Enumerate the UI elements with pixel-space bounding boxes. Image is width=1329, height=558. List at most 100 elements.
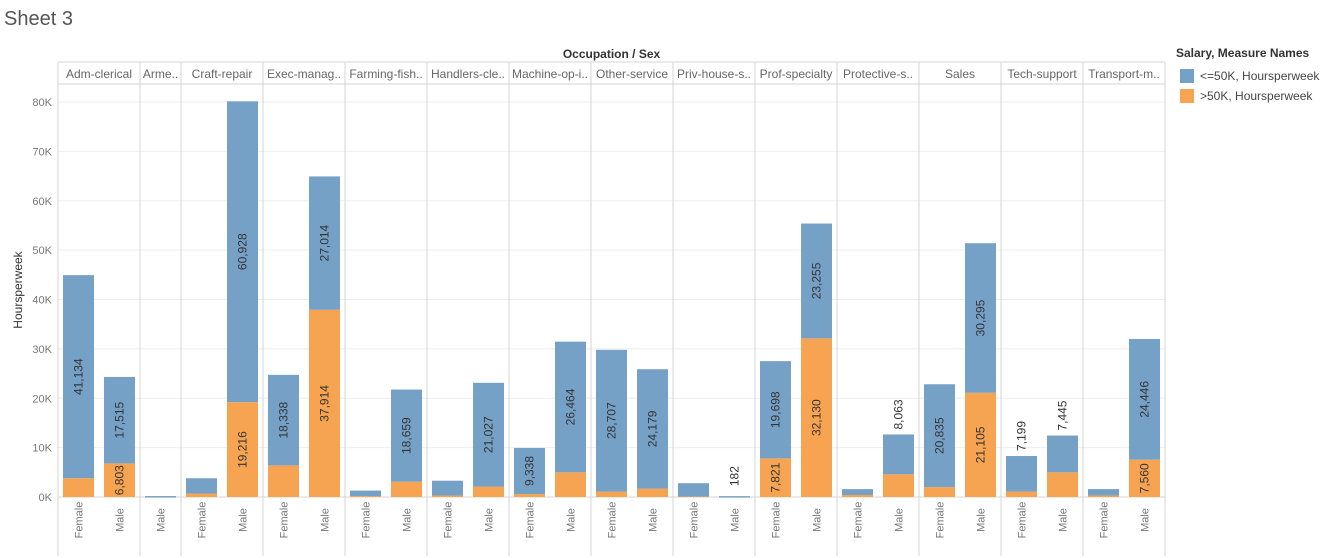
data-label-le50k: 60,928 [236,233,250,270]
bar-segment-gt50k [227,402,258,497]
data-label-le50k: 182 [728,466,742,486]
bar-segment-le50k [883,434,914,475]
sex-label: Male [976,508,988,532]
bar-segment-le50k [186,478,217,494]
sex-label: Female [935,502,947,539]
bar-segment-le50k [1129,338,1160,460]
sex-label: Male [812,508,824,532]
bar-segment-gt50k [883,474,914,497]
legend-item-le50k[interactable]: <=50K, Hoursperweek [1176,66,1326,86]
bar-segment-gt50k [350,496,381,497]
bar-segment-gt50k [432,495,463,497]
legend-item-gt50k[interactable]: >50K, Hoursperweek [1176,86,1326,106]
data-label-le50k: 21,027 [482,416,496,453]
sex-label: Female [74,502,86,539]
y-tick-label: 80K [32,97,52,109]
bar-segment-gt50k [1088,495,1119,497]
bar-segment-le50k [350,490,381,497]
bar-segment-le50k [1047,435,1078,473]
bar-segment-le50k [842,489,873,496]
legend-label-le50k: <=50K, Hoursperweek [1200,69,1320,83]
chart-title: Occupation / Sex [563,47,661,61]
bar-segment-gt50k [801,338,832,497]
sex-label: Male [156,508,168,532]
legend: Salary, Measure Names <=50K, Hoursperwee… [1176,46,1326,106]
bar-segment-gt50k [309,309,340,497]
bar-segment-gt50k [596,491,627,497]
y-tick-label: 60K [32,196,52,208]
legend-swatch-gt50k [1180,89,1194,103]
occupation-label: Protective-s.. [843,67,913,81]
y-tick-label: 0K [39,492,53,504]
occupation-label: Exec-manag.. [267,67,341,81]
legend-title: Salary, Measure Names [1176,46,1310,60]
bar-segment-le50k [965,243,996,393]
data-label-le50k: 20,835 [933,417,947,454]
y-tick-label: 70K [32,146,52,158]
bar-segment-le50k [268,374,299,466]
occupation-label: Adm-clerical [66,67,132,81]
sex-label: Male [115,508,127,532]
sex-label: Female [443,502,455,539]
sex-label: Male [894,508,906,532]
sex-label: Male [320,508,332,532]
data-label-le50k: 27,014 [318,224,332,261]
data-label-le50k: 26,464 [564,388,578,425]
bar-segment-gt50k [63,478,94,497]
sex-label: Female [197,502,209,539]
bar-segment-gt50k [1047,472,1078,497]
bar-segment-gt50k [1006,491,1037,497]
sex-label: Male [730,508,742,532]
data-label-le50k: 18,659 [400,417,414,454]
bar-segment-le50k [1006,456,1037,492]
occupation-label: Machine-op-i.. [512,67,588,81]
sheet-title: Sheet 3 [4,8,73,30]
occupation-label: Arme.. [143,67,178,81]
bar-segment-gt50k [842,495,873,497]
data-label-le50k: 17,515 [113,401,127,438]
bar-segment-le50k [924,384,955,488]
sex-label: Female [1017,502,1029,539]
bar-segment-gt50k [1129,459,1160,497]
data-label-le50k: 30,295 [974,299,988,336]
bar-segment-gt50k [637,488,668,497]
bar-segment-le50k [555,341,586,473]
bar-segment-le50k [432,480,463,496]
sex-label: Female [361,502,373,539]
occupation-label: Craft-repair [192,67,253,81]
data-label-gt50k: 19,216 [236,431,250,468]
y-tick-label: 40K [32,295,52,307]
y-tick-label: 10K [32,443,52,455]
sex-label: Male [648,508,660,532]
sex-label: Female [853,502,865,539]
bar-segment-le50k [637,369,668,489]
bar-segment-gt50k [760,458,791,497]
bar-segment-gt50k [186,493,217,497]
y-tick-label: 20K [32,393,52,405]
data-label-le50k: 7,445 [1056,400,1070,430]
data-label-le50k: 28,707 [605,402,619,439]
data-label-le50k: 18,338 [277,401,291,438]
data-label-le50k: 41,134 [72,358,86,395]
sex-label: Female [279,502,291,539]
occupation-label: Farming-fish.. [349,67,422,81]
data-label-le50k: 19,698 [769,391,783,428]
occupation-label: Sales [945,67,975,81]
bar-segment-le50k [1088,489,1119,496]
legend-label-gt50k: >50K, Hoursperweek [1200,89,1313,103]
sex-label: Male [238,508,250,532]
data-label-le50k: 23,255 [810,262,824,299]
bar-segment-gt50k [555,472,586,497]
bar-segment-gt50k [473,486,504,497]
bar-segment-le50k [104,376,135,464]
bar-segment-le50k [145,496,176,498]
bar-segment-le50k [473,382,504,487]
bar-segment-gt50k [391,481,422,497]
bar-segment-le50k [719,496,750,498]
bar-segment-le50k [678,483,709,497]
data-label-le50k: 7,199 [1015,421,1029,451]
data-label-gt50k: 7,821 [769,462,783,492]
bar-segment-gt50k [268,465,299,497]
bar-segment-gt50k [965,392,996,497]
y-tick-label: 30K [32,344,52,356]
